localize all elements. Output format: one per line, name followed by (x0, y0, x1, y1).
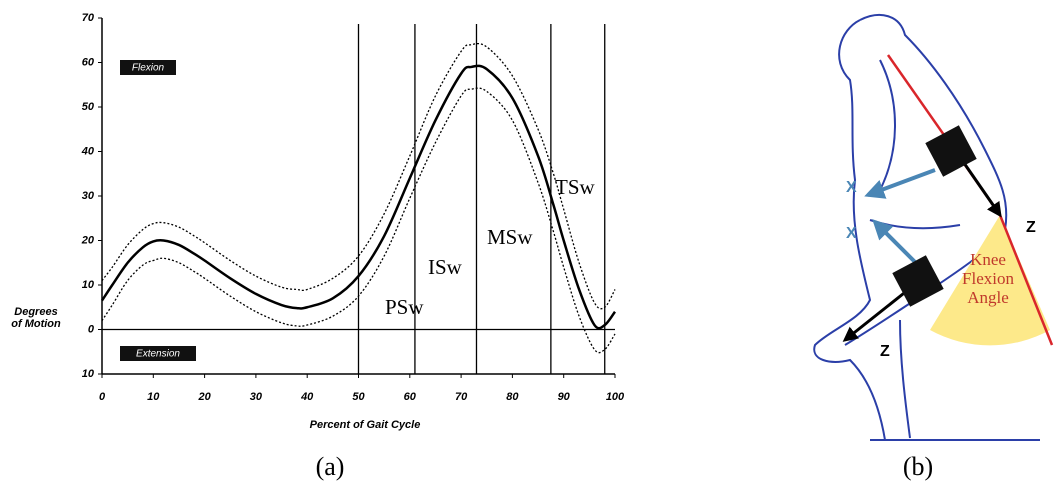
x-tick-label: 10 (147, 391, 160, 403)
x-axis-label: Percent of Gait Cycle (310, 419, 421, 431)
y-tick-label: 50 (82, 101, 95, 113)
caption: (a) (316, 452, 345, 481)
angle-wedge (930, 215, 1050, 346)
body-outline (813, 19, 886, 441)
y-tick-label: 10 (82, 368, 95, 380)
y-tick-label: 10 (82, 279, 95, 291)
y-tick-label: 0 (88, 323, 95, 335)
x-arrow (864, 168, 936, 199)
axis-label: Z (880, 343, 890, 360)
y-tick-label: 40 (81, 145, 95, 157)
y-tick-label: 30 (82, 190, 95, 202)
body-detail (869, 59, 961, 439)
series-line (101, 42, 616, 310)
x-tick-label: 60 (404, 391, 417, 403)
flexion-box (120, 60, 176, 75)
x-tick-label: 50 (352, 391, 365, 403)
x-arrow (872, 219, 917, 264)
annotation: Extension (136, 349, 180, 360)
x-tick-label: 0 (99, 391, 106, 403)
x-tick-label: 30 (250, 391, 263, 403)
y-tick-label: 70 (82, 12, 95, 24)
phase-label: ISw (428, 255, 463, 279)
y-axis-label: Degrees of Motion (11, 306, 61, 330)
extension-box (120, 346, 196, 361)
phase-label: MSw (487, 225, 533, 249)
x-tick-label: 70 (455, 391, 468, 403)
axis-label: X (846, 225, 857, 242)
angle-label: Knee Flexion Angle (962, 250, 1014, 307)
annotation: Flexion (132, 63, 165, 74)
x-tick-label: 100 (606, 391, 625, 403)
sensor (892, 255, 944, 307)
x-tick-label: 20 (197, 391, 211, 403)
phase-label: PSw (385, 295, 424, 319)
x-tick-label: 90 (558, 391, 571, 403)
x-tick-label: 80 (506, 391, 519, 403)
series-line (100, 64, 617, 330)
axis-label: X (846, 179, 857, 196)
axis-label: Z (1026, 219, 1036, 236)
y-tick-label: 60 (82, 56, 95, 68)
x-tick-label: 40 (300, 391, 314, 403)
reference-line (998, 214, 1054, 346)
phase-label: TSw (555, 175, 596, 199)
series-line (101, 87, 616, 354)
sensor (925, 125, 977, 177)
y-tick-label: 20 (81, 234, 95, 246)
caption: (b) (903, 452, 933, 481)
